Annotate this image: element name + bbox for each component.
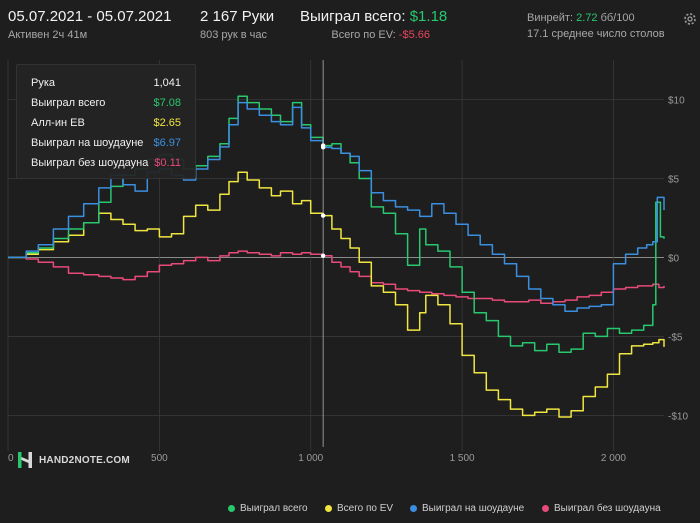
tooltip-row-allin-ev: Алл-ин EB $2.65 [31, 113, 181, 133]
tooltip-value: $0.11 [154, 157, 181, 169]
tooltip-label: Выиграл без шоудауна [31, 157, 149, 169]
header: 05.07.2021 - 05.07.2021 Активен 2ч 41м 2… [0, 0, 700, 52]
tooltip-row-won-total: Выиграл всего $7.08 [31, 93, 181, 113]
tooltip-row-showdown: Выиграл на шоудауне $6.97 [31, 133, 181, 153]
tooltip-value: $7.08 [153, 97, 181, 109]
legend-item-showdown[interactable]: Выиграл на шоудауне [410, 503, 524, 514]
winrate-info: Винрейт: 2.72 бб/100 17.1 среднее число … [527, 8, 665, 40]
chart-legend: Выиграл всего Всего по EV Выиграл на шоу… [0, 503, 700, 519]
avg-tables: 17.1 среднее число столов [527, 28, 665, 40]
legend-item-ev[interactable]: Всего по EV [325, 503, 393, 514]
tooltip-label: Рука [31, 77, 56, 89]
ev-total-value: -$5.66 [398, 29, 430, 41]
hand2note-logo: HAND2NOTE.COM [16, 451, 130, 469]
legend-item-non-showdown[interactable]: Выиграл без шоудауна [542, 503, 661, 514]
winnings-info: Выиграл всего: $1.18 Всего по EV: -$5.66 [300, 8, 447, 41]
winrate: Винрейт: 2.72 бб/100 [527, 12, 665, 24]
tooltip-label: Выиграл на шоудауне [31, 137, 144, 149]
winrate-label: Винрейт: [527, 12, 574, 24]
won-total-value: $1.18 [409, 8, 448, 25]
x-tick-label: 1 000 [298, 453, 323, 464]
y-tick-label: $0 [668, 253, 680, 264]
tooltip-label: Выиграл всего [31, 97, 106, 109]
tooltip-row-hand: Рука 1,041 [31, 73, 181, 93]
cursor-marker [320, 213, 326, 218]
won-total-label: Выиграл всего: [300, 8, 406, 25]
series-line-ev [8, 171, 665, 418]
legend-dot [325, 505, 332, 512]
legend-label: Выиграл на шоудауне [422, 503, 525, 514]
legend-dot [228, 505, 235, 512]
logo-text: HAND2NOTE.COM [39, 454, 130, 466]
tooltip-value: $2.65 [153, 117, 181, 129]
winrate-unit: бб/100 [600, 12, 635, 24]
legend-label: Выиграл без шоудауна [554, 503, 661, 514]
series-line-non_showdown [8, 250, 665, 305]
y-tick-label: -$10 [668, 411, 688, 422]
hand-tooltip: Рука 1,041 Выиграл всего $7.08 Алл-ин EB… [16, 64, 196, 179]
date-range: 05.07.2021 - 05.07.2021 [8, 8, 172, 25]
winrate-value: 2.72 [576, 12, 598, 24]
cursor-marker [320, 145, 326, 150]
legend-label: Всего по EV [337, 503, 394, 514]
ev-total: Всего по EV: -$5.66 [300, 29, 430, 41]
legend-item-won-total[interactable]: Выиграл всего [228, 503, 308, 514]
chart-ticks: $10 $5 $0 -$5 -$10 0 500 1 000 1 500 2 000 [8, 95, 688, 464]
x-tick-label: 500 [151, 453, 168, 464]
hands-info: 2 167 Руки 803 рук в час [200, 8, 274, 41]
y-tick-label: -$5 [668, 332, 683, 343]
legend-label: Выиграл всего [240, 503, 308, 514]
x-tick-label: 2 000 [601, 453, 626, 464]
x-tick-label: 1 500 [450, 453, 475, 464]
series-line-showdown [8, 101, 665, 312]
hands-total: 2 167 Руки [200, 8, 275, 25]
ev-total-label: Всего по EV: [331, 29, 396, 41]
chart-cursor [320, 60, 326, 447]
cursor-marker [320, 253, 326, 258]
tooltip-value: $6.97 [153, 137, 181, 149]
tooltip-label: Алл-ин EB [31, 117, 85, 129]
hand2note-logo-icon [18, 452, 32, 468]
active-time: Активен 2ч 41м [8, 29, 88, 41]
x-tick-label: 0 [8, 453, 14, 464]
results-chart[interactable]: $10 $5 $0 -$5 -$10 0 500 1 000 1 500 2 000 [0, 52, 700, 503]
y-tick-label: $5 [668, 174, 680, 185]
y-tick-label: $10 [668, 95, 685, 106]
gear-icon[interactable] [682, 11, 698, 27]
tooltip-row-non-showdown: Выиграл без шоудауна $0.11 [31, 153, 181, 173]
session-info: 05.07.2021 - 05.07.2021 Активен 2ч 41м [8, 8, 171, 41]
won-total: Выиграл всего: $1.18 [300, 8, 447, 25]
legend-dot [542, 505, 549, 512]
legend-dot [410, 505, 417, 512]
tooltip-value: 1,041 [153, 77, 181, 89]
hands-per-hour: 803 рук в час [200, 29, 268, 41]
